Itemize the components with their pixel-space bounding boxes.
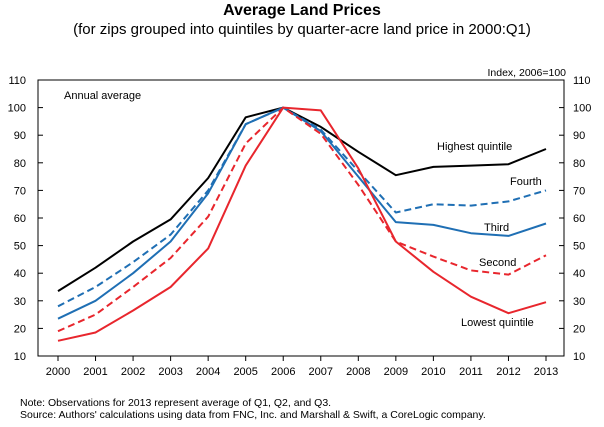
y-tick-label-right: 80	[573, 158, 585, 170]
y-tick-label-left: 10	[14, 351, 26, 363]
y-tick-label-left: 50	[14, 241, 26, 253]
chart-subtitle: (for zips grouped into quintiles by quar…	[73, 21, 531, 38]
x-tick-label: 2007	[309, 366, 333, 378]
index-label: Index, 2006=100	[487, 67, 566, 79]
footnote-source: Source: Authors' calculations using data…	[20, 409, 486, 421]
y-tick-label-right: 70	[573, 185, 585, 197]
y-tick-label-left: 30	[14, 296, 26, 308]
footnote-note: Note: Observations for 2013 represent av…	[20, 397, 332, 409]
plot-frame	[37, 79, 565, 357]
y-tick-label-left: 80	[14, 158, 26, 170]
chart-title: Average Land Prices	[223, 2, 381, 19]
series-label-highest: Highest quintile	[437, 141, 512, 153]
y-tick-label-left: 100	[8, 103, 26, 115]
x-tick-label: 2013	[534, 366, 558, 378]
y-tick-label-right: 60	[573, 213, 585, 225]
y-tick-label-right: 20	[573, 323, 585, 335]
x-tick-label: 2003	[158, 366, 182, 378]
series-lines	[57, 106, 547, 342]
x-tick-label: 2009	[384, 366, 408, 378]
y-tick-label-right: 10	[573, 351, 585, 363]
y-tick-label-left: 110	[8, 75, 26, 87]
y-tick-label-right: 100	[573, 103, 591, 115]
y-tick-label-left: 60	[14, 213, 26, 225]
y-tick-label-right: 50	[573, 241, 585, 253]
series-label-fourth: Fourth	[510, 176, 542, 188]
footnote: Note: Observations for 2013 represent av…	[20, 397, 486, 421]
x-tick-label: 2008	[346, 366, 370, 378]
y-tick-label-right: 30	[573, 296, 585, 308]
series-label-third: Third	[484, 222, 509, 234]
x-tick-label: 2001	[83, 366, 107, 378]
series-label-lowest: Lowest quintile	[461, 317, 534, 329]
y-tick-label-left: 20	[14, 323, 26, 335]
x-tick-label: 2011	[459, 366, 483, 378]
axis-ticks: 10 10 20 20 30 30 40 40 50 50 60 60 70 70 80 80 90 90 100 1…	[8, 75, 592, 378]
series-line-lowest-quintile	[57, 106, 547, 342]
y-tick-label-left: 70	[14, 185, 26, 197]
series-line-second	[57, 106, 547, 333]
x-tick-label: 2004	[196, 366, 220, 378]
annual-average-annotation: Annual average	[64, 90, 141, 102]
series-label-second: Second	[479, 257, 516, 269]
y-tick-label-right: 90	[573, 130, 585, 142]
y-tick-label-right: 110	[573, 75, 591, 87]
y-tick-label-left: 90	[14, 130, 26, 142]
y-tick-label-right: 40	[573, 268, 585, 280]
series-line-third	[57, 106, 547, 320]
x-tick-label: 2002	[121, 366, 145, 378]
x-tick-label: 2012	[496, 366, 520, 378]
x-tick-label: 2000	[46, 366, 70, 378]
line-chart: 10 10 20 20 30 30 40 40 50 50 60 60 70 70 80 80 90 90 100 1…	[8, 67, 592, 378]
y-tick-label-left: 40	[14, 268, 26, 280]
x-tick-label: 2006	[271, 366, 295, 378]
series-line-highest-quintile	[57, 106, 547, 292]
x-tick-label: 2010	[421, 366, 445, 378]
x-tick-label: 2005	[233, 366, 257, 378]
series-line-fourth	[57, 106, 547, 308]
